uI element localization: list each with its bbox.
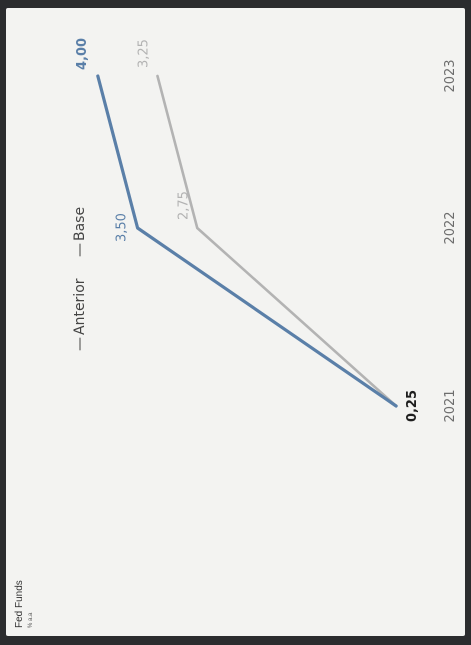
x-tick-label-2021: 2021 bbox=[443, 389, 458, 422]
chart-legend: — Anterior — Base bbox=[72, 207, 88, 351]
data-label-base-2022: 3,50 bbox=[115, 213, 130, 242]
series-line-anterior bbox=[156, 74, 398, 408]
chart-paper: Fed Funds % a.a — Anterior — Base 2,75 3,25 0… bbox=[6, 8, 465, 636]
data-label-base-2021: 0,25 bbox=[405, 390, 420, 422]
legend-swatch-anterior: — bbox=[72, 337, 88, 351]
legend-swatch-base: — bbox=[72, 243, 88, 257]
legend-label-base: Base bbox=[72, 207, 88, 241]
legend-item-anterior: — Anterior bbox=[72, 278, 88, 351]
chart-subtitle: % a.a bbox=[28, 612, 34, 628]
chart-title-group: Fed Funds % a.a bbox=[14, 580, 34, 628]
data-label-anterior-2023: 3,25 bbox=[136, 39, 151, 68]
chart-title: Fed Funds bbox=[14, 580, 25, 628]
data-label-anterior-2022: 2,75 bbox=[176, 191, 191, 220]
legend-label-anterior: Anterior bbox=[72, 278, 88, 335]
series-lines bbox=[96, 74, 398, 408]
legend-item-base: — Base bbox=[72, 207, 88, 257]
x-tick-label-2023: 2023 bbox=[443, 59, 458, 92]
x-tick-label-2022: 2022 bbox=[443, 211, 458, 244]
data-labels: 2,75 3,25 0,25 3,50 4,00 bbox=[75, 38, 420, 422]
x-axis-ticks: 2021 2022 2023 bbox=[443, 59, 458, 422]
series-line-base bbox=[96, 74, 398, 408]
fed-funds-chart: Fed Funds % a.a — Anterior — Base 2,75 3,25 0… bbox=[14, 38, 458, 628]
data-label-base-2023: 4,00 bbox=[75, 38, 90, 70]
